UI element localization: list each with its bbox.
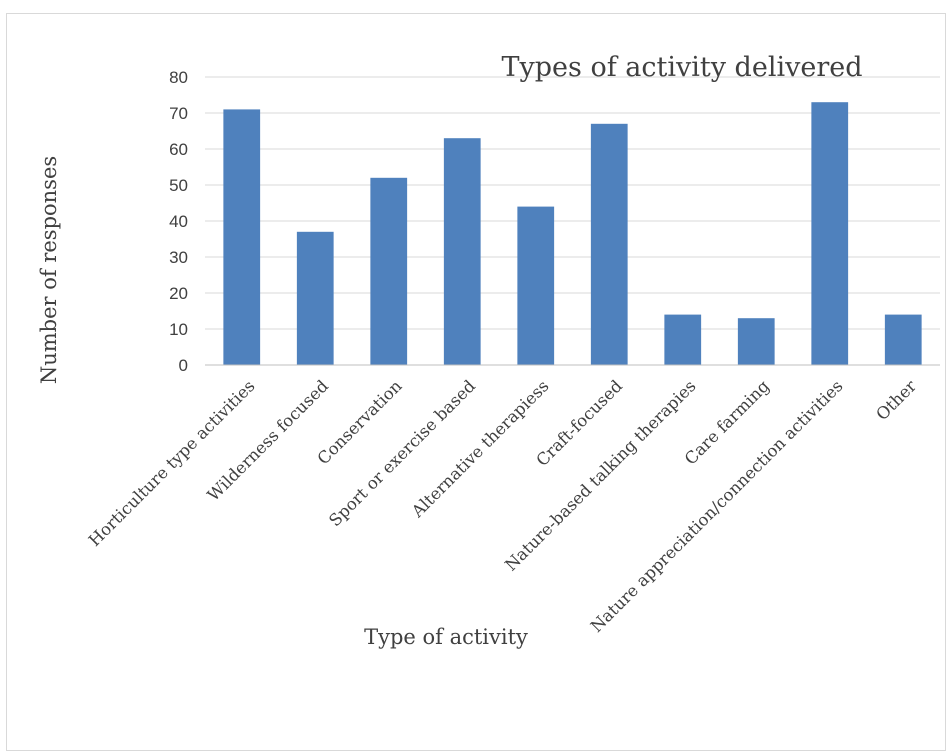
chart-frame [6,13,946,751]
x-tick-label: Other [872,376,920,424]
chart-title: Types of activity delivered [501,52,862,83]
y-tick-label: 20 [169,284,188,303]
y-tick-label: 80 [169,68,188,87]
bar [737,318,775,365]
bar [370,177,408,365]
x-tick-label: Nature appreciation/connection activitie… [587,376,847,636]
bar [443,138,481,365]
bar [223,109,261,366]
y-tick-label: 0 [179,356,188,375]
bar [664,314,702,365]
y-tick-label: 50 [169,176,188,195]
x-tick-label: Alternative therapiess [407,376,552,521]
x-tick-label: Wilderness focused [204,376,333,505]
bar [517,206,555,365]
y-axis-title: Number of responses [37,156,61,384]
y-axis-ticks: 0 10 20 30 40 50 60 70 80 [169,68,188,375]
x-tick-label: Sport or exercise based [325,376,479,530]
y-tick-label: 40 [169,212,188,231]
x-axis-title: Type of activity [364,625,528,649]
bars [223,102,922,366]
y-tick-label: 10 [169,320,188,339]
bar [296,231,334,365]
y-tick-label: 30 [169,248,188,267]
bar [884,314,922,365]
bar [590,123,628,365]
y-tick-label: 60 [169,140,188,159]
bar [811,102,849,365]
y-tick-label: 70 [169,104,188,123]
